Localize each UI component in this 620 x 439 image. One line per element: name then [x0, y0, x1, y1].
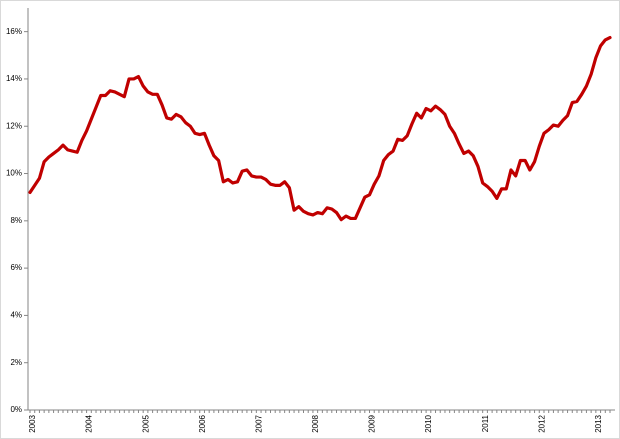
y-tick-label: 4% — [10, 311, 22, 320]
y-tick-label: 12% — [6, 121, 22, 130]
x-tick-label: 2009 — [368, 414, 377, 432]
x-tick-label: 2004 — [85, 414, 94, 432]
y-tick-label: 2% — [10, 358, 22, 367]
series-line — [28, 35, 612, 222]
x-tick-label: 2011 — [481, 414, 490, 432]
x-tick-label: 2003 — [28, 414, 37, 432]
y-tick-label: 0% — [10, 405, 22, 414]
y-tick-label: 8% — [10, 216, 22, 225]
x-tick-label: 2007 — [254, 414, 263, 432]
x-tick-label: 2010 — [424, 414, 433, 432]
y-tick-label: 10% — [6, 169, 22, 178]
x-tick-label: 2006 — [198, 414, 207, 432]
x-tick-label: 2008 — [311, 414, 320, 432]
y-tick-label: 16% — [6, 27, 22, 36]
y-tick-label: 6% — [10, 263, 22, 272]
x-tick-label: 2012 — [537, 414, 546, 432]
y-tick-label: 14% — [6, 74, 22, 83]
x-tick-label: 2005 — [141, 414, 150, 432]
x-tick-label: 2013 — [594, 414, 603, 432]
